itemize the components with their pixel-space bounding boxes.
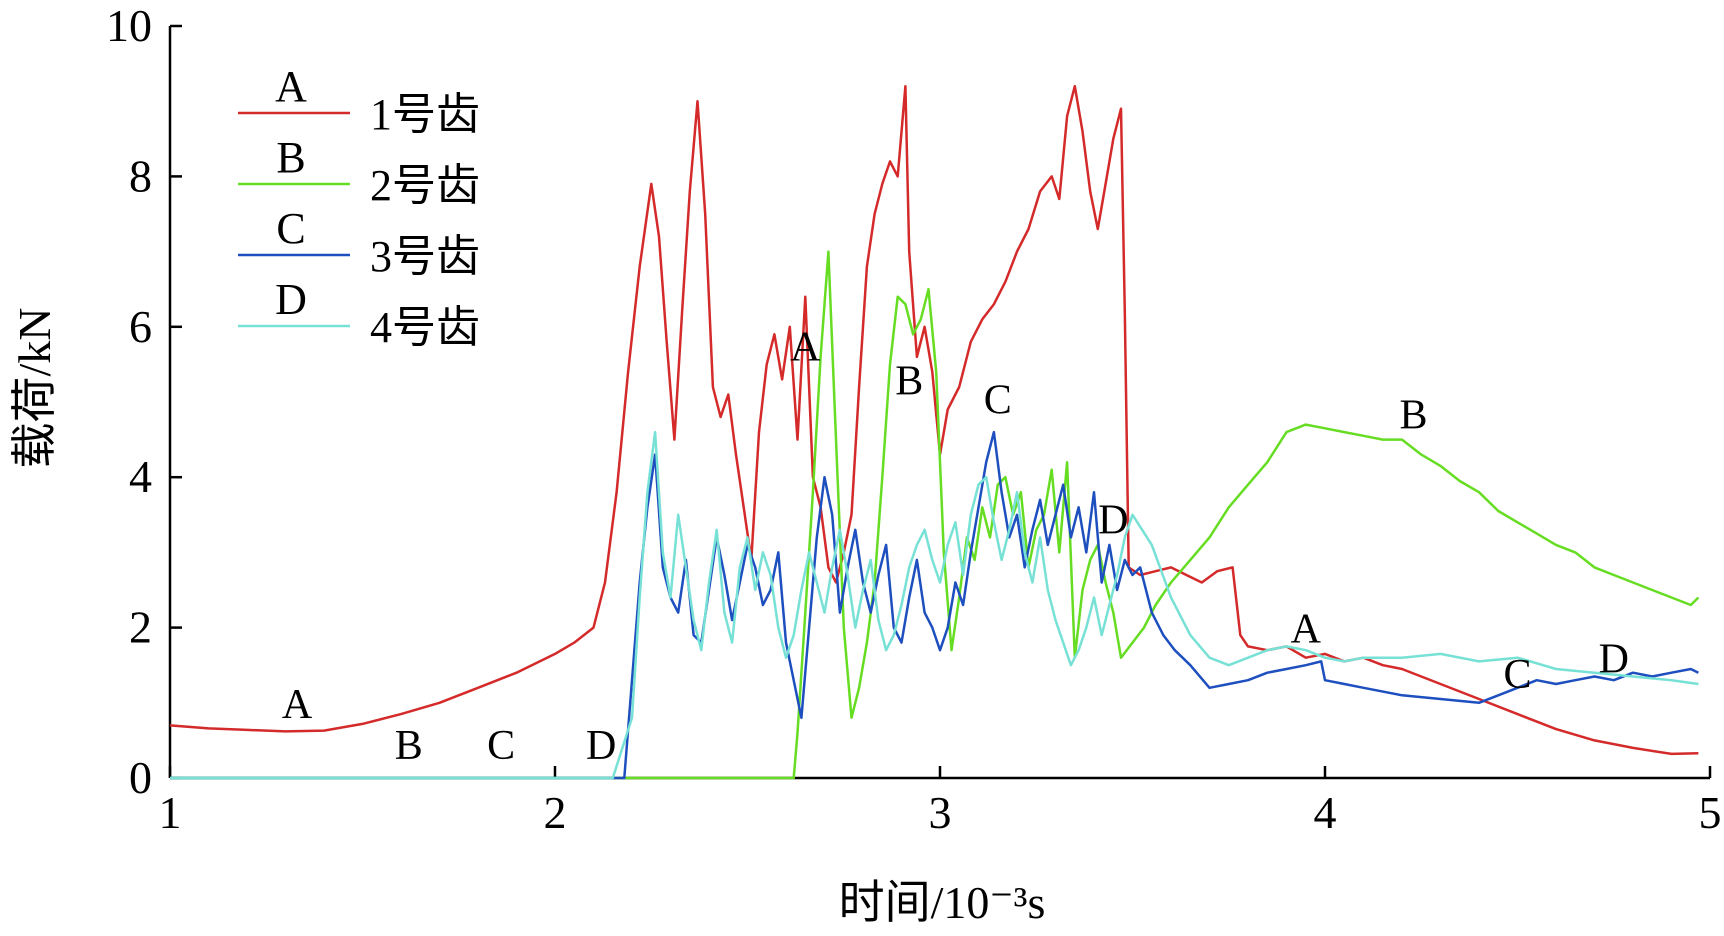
y-tick-label: 6 — [129, 301, 152, 352]
series-label-c: C — [1503, 652, 1531, 698]
y-axis-title: 载荷/kN — [9, 308, 60, 469]
legend-key: C — [276, 204, 305, 253]
series-label-a: A — [790, 325, 821, 371]
series-line-a — [169, 84, 1699, 756]
y-tick-label: 8 — [129, 150, 152, 201]
axes: 1 2 3 4 5 0 2 4 6 8 10 — [106, 0, 1722, 838]
legend-key: D — [275, 275, 307, 324]
x-ticks: 1 2 3 4 5 — [159, 766, 1722, 838]
series-line-b — [170, 250, 1700, 780]
series-line-c — [170, 430, 1699, 780]
x-tick-label: 3 — [929, 787, 952, 838]
y-tick-label: 4 — [129, 451, 152, 502]
legend-label: 2号齿 — [370, 161, 480, 210]
series-line-d — [170, 430, 1699, 780]
x-tick-label: 5 — [1699, 787, 1722, 838]
series-label-b: B — [895, 358, 923, 404]
series-label-a: A — [1291, 607, 1322, 653]
legend-key: B — [276, 133, 305, 182]
y-tick-label: 2 — [129, 602, 152, 653]
series-label-a: A — [282, 682, 313, 728]
series-label-b: B — [1400, 392, 1428, 438]
series-labels: A A A B B B C C C D D D — [282, 325, 1629, 770]
y-tick-label: 10 — [106, 0, 152, 51]
legend: A 1号齿 B 2号齿 C 3号齿 D 4号齿 — [238, 62, 480, 352]
series-label-d: D — [1098, 498, 1128, 544]
series-label-c: C — [984, 377, 1012, 423]
series-label-d: D — [1599, 637, 1629, 683]
y-ticks: 0 2 4 6 8 10 — [106, 0, 182, 803]
series-label-b: B — [395, 723, 423, 769]
x-tick-label: 4 — [1314, 787, 1337, 838]
legend-key: A — [275, 62, 307, 111]
series-label-c: C — [487, 723, 515, 769]
legend-label: 4号齿 — [370, 303, 480, 352]
x-tick-label: 1 — [159, 787, 182, 838]
series-label-d: D — [586, 723, 616, 769]
x-tick-label: 2 — [544, 787, 567, 838]
legend-label: 3号齿 — [370, 232, 480, 281]
x-axis-title: 时间/10⁻³s — [839, 877, 1046, 928]
legend-label: 1号齿 — [370, 90, 480, 139]
y-tick-label: 0 — [129, 752, 152, 803]
series-lines — [169, 84, 1700, 780]
